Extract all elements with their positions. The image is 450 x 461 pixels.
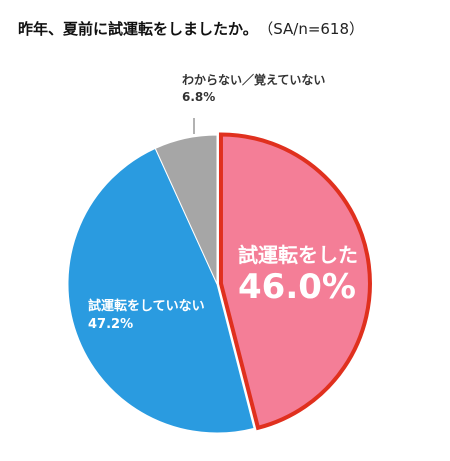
pie-slices xyxy=(67,132,372,434)
slice-tested xyxy=(218,132,372,431)
chart-title: 昨年、夏前に試運転をしましたか。 （SA/n=618） xyxy=(18,18,364,39)
slice-label-not-tested: 試運転をしていない xyxy=(88,298,205,314)
slice-unknown xyxy=(154,134,218,285)
pie-labels: わからない／覚えていない 6.8% 試運転をしていない 47.2% 試運転をした… xyxy=(88,72,358,332)
slice-label-unknown: わからない／覚えていない xyxy=(182,72,325,87)
sample-size-note: （SA/n=618） xyxy=(265,20,365,38)
slice-value-unknown: 6.8% xyxy=(182,90,215,104)
slice-label-tested: 試運転をした xyxy=(238,243,358,267)
slice-not-tested xyxy=(67,147,255,434)
slice-value-not-tested: 47.2% xyxy=(88,317,133,332)
chart-title-text: 昨年、夏前に試運転をしましたか。 xyxy=(18,20,258,38)
slice-value-tested: 46.0% xyxy=(238,267,356,307)
